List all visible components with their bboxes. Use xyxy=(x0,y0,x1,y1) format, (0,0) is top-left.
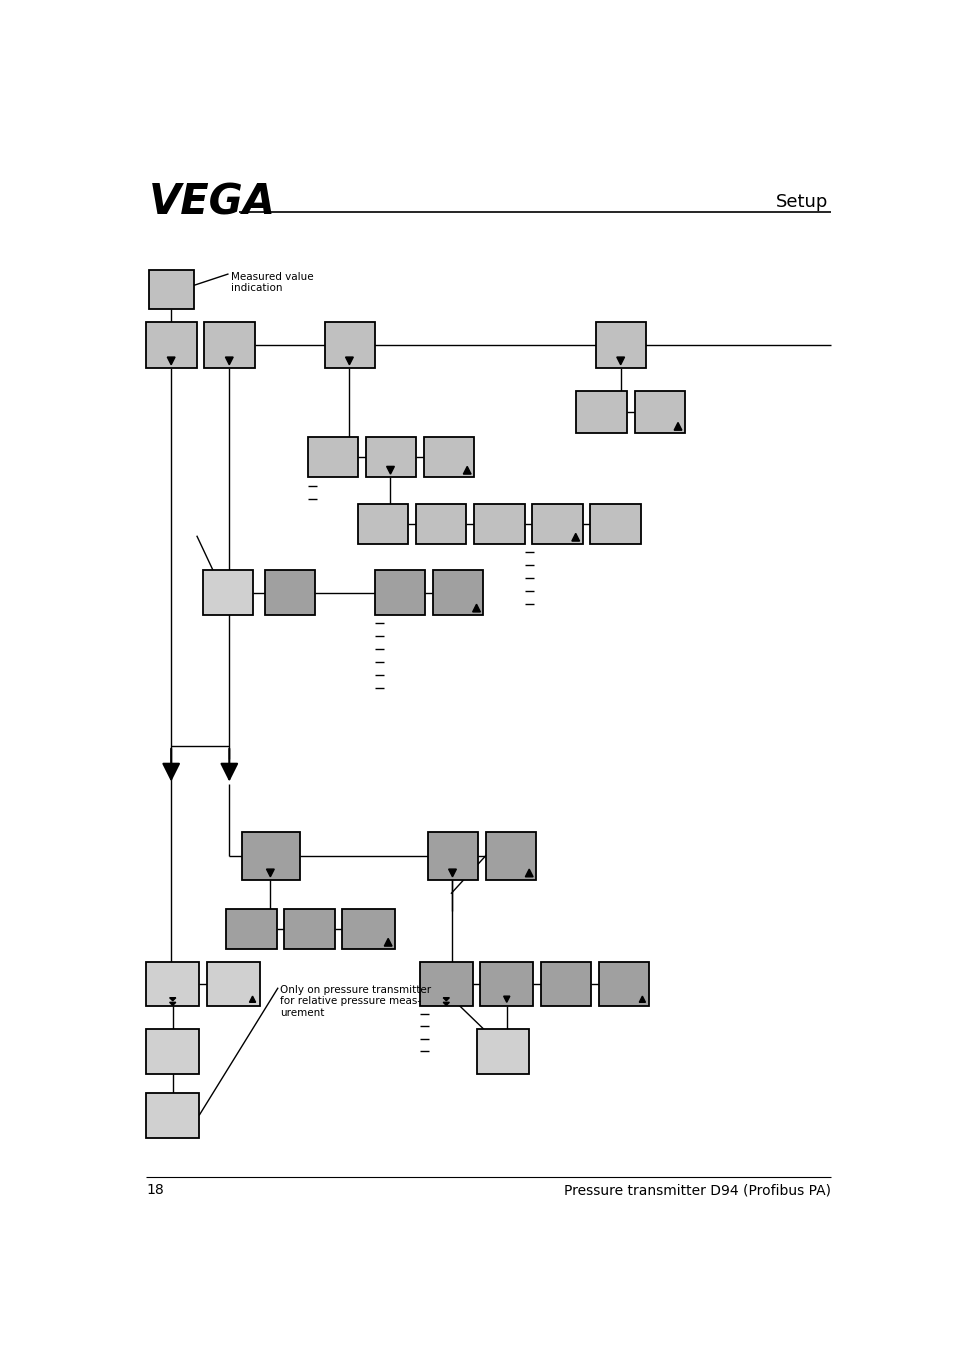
Bar xyxy=(307,437,357,477)
Polygon shape xyxy=(249,996,255,1002)
Bar xyxy=(365,437,416,477)
Bar xyxy=(590,504,640,544)
Polygon shape xyxy=(674,423,681,430)
Polygon shape xyxy=(571,534,579,541)
Bar xyxy=(146,961,199,1006)
Bar xyxy=(634,391,684,433)
Bar xyxy=(146,1029,199,1073)
Polygon shape xyxy=(443,998,449,1000)
Polygon shape xyxy=(266,869,274,877)
Bar xyxy=(423,437,474,477)
Polygon shape xyxy=(472,604,480,612)
Bar xyxy=(203,571,253,615)
Polygon shape xyxy=(170,1002,175,1006)
Text: VEGA: VEGA xyxy=(149,181,275,223)
Polygon shape xyxy=(443,1002,449,1006)
Bar xyxy=(149,270,193,308)
Bar xyxy=(324,322,375,368)
Text: Pressure transmitter D94 (Profibus PA): Pressure transmitter D94 (Profibus PA) xyxy=(563,1183,830,1197)
Bar xyxy=(146,1094,199,1138)
Text: Measured value
indication: Measured value indication xyxy=(231,272,314,293)
Bar xyxy=(419,961,472,1006)
Polygon shape xyxy=(225,357,233,365)
Bar xyxy=(357,504,408,544)
Bar xyxy=(204,322,254,368)
Bar xyxy=(207,961,259,1006)
Polygon shape xyxy=(503,996,509,1002)
Bar xyxy=(284,909,335,949)
Bar xyxy=(480,961,533,1006)
Bar xyxy=(416,504,466,544)
Bar xyxy=(226,909,276,949)
Polygon shape xyxy=(384,938,392,946)
Bar xyxy=(241,831,299,880)
Polygon shape xyxy=(617,357,624,365)
Polygon shape xyxy=(386,466,394,475)
Text: Setup: Setup xyxy=(775,193,827,211)
Text: Only on pressure transmitter
for relative pressure meas-
urement: Only on pressure transmitter for relativ… xyxy=(280,984,431,1018)
Bar xyxy=(342,909,395,949)
Bar xyxy=(540,961,591,1006)
Text: 18: 18 xyxy=(146,1183,164,1197)
Polygon shape xyxy=(639,996,645,1002)
Bar xyxy=(427,831,477,880)
Polygon shape xyxy=(448,869,456,877)
Bar xyxy=(265,571,315,615)
Bar xyxy=(375,571,425,615)
Polygon shape xyxy=(463,466,471,475)
Bar xyxy=(474,504,524,544)
Bar xyxy=(476,1029,529,1073)
Bar xyxy=(532,504,582,544)
Polygon shape xyxy=(525,869,533,877)
Polygon shape xyxy=(345,357,353,365)
Polygon shape xyxy=(167,357,174,365)
Bar xyxy=(598,961,649,1006)
Bar xyxy=(485,831,536,880)
Polygon shape xyxy=(170,998,175,1000)
Bar xyxy=(576,391,626,433)
Bar xyxy=(596,322,645,368)
Bar xyxy=(146,322,196,368)
Bar xyxy=(433,571,483,615)
